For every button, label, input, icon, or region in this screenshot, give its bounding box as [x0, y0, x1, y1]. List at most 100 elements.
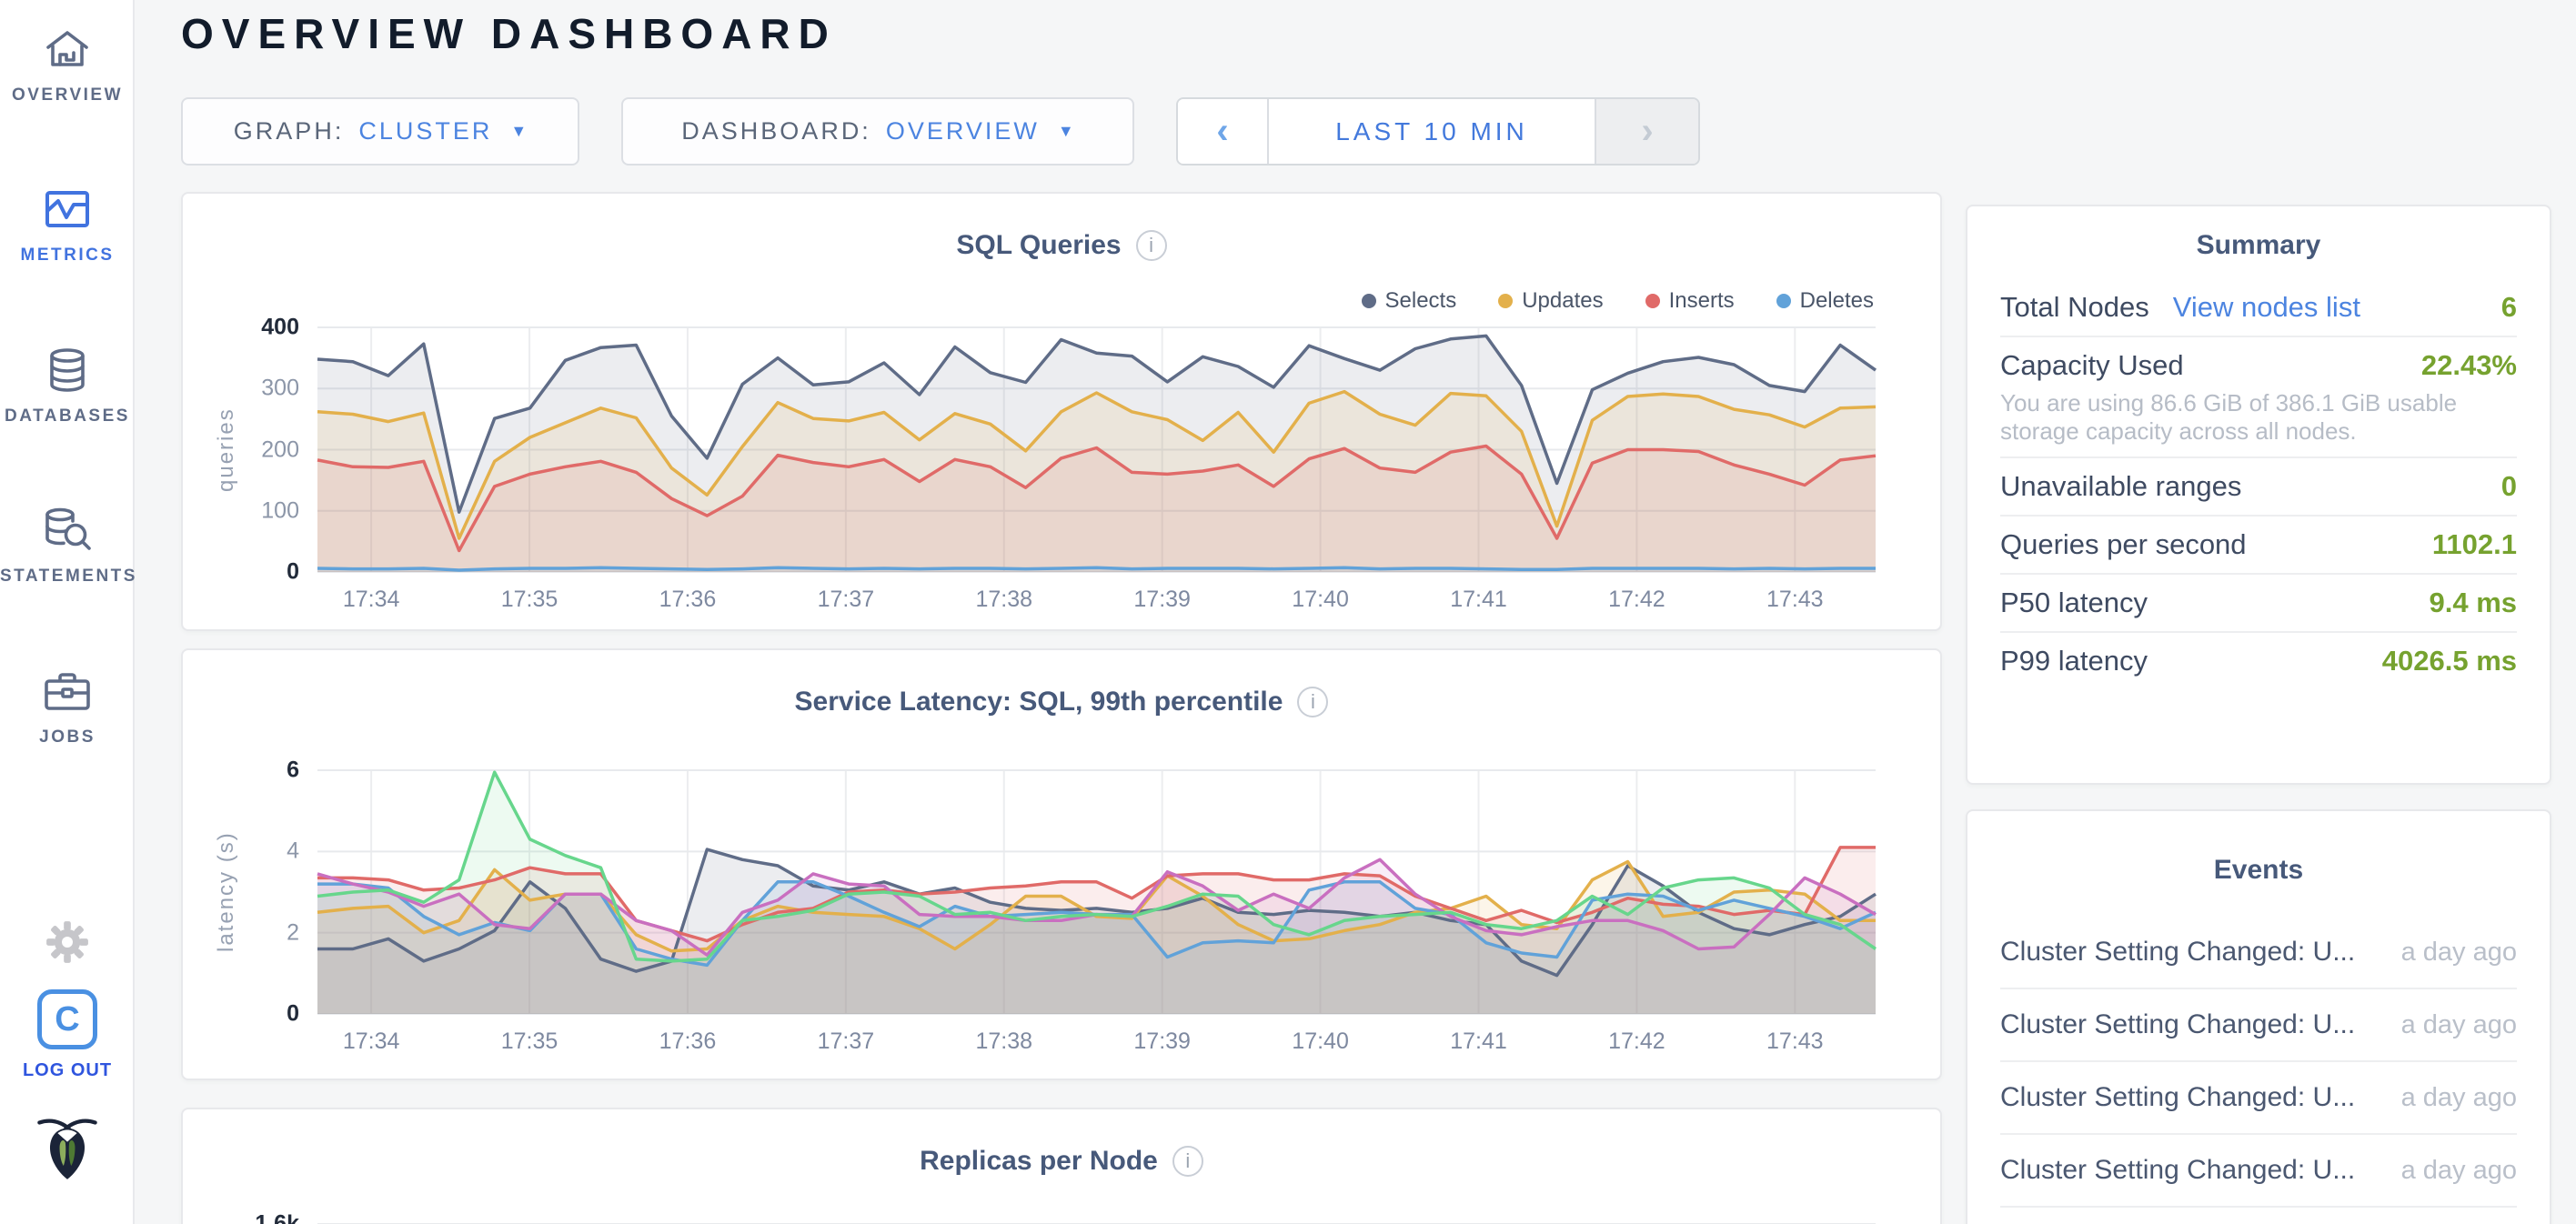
- metrics-icon: [0, 182, 135, 236]
- info-icon[interactable]: i: [1172, 1146, 1203, 1177]
- sidebar-item-overview[interactable]: OVERVIEW: [0, 22, 135, 105]
- event-row[interactable]: Cluster Setting Changed: U...a day ago: [2000, 1060, 2517, 1133]
- cockroachdb-logo[interactable]: [0, 1115, 135, 1182]
- x-tick-label: 17:38: [975, 587, 1033, 612]
- y-axis-label: latency (s): [214, 831, 238, 953]
- y-tick-label: 4: [287, 838, 299, 864]
- x-tick-label: 17:39: [1133, 1028, 1191, 1054]
- x-tick-label: 17:42: [1608, 587, 1665, 612]
- x-tick-label: 17:36: [659, 587, 717, 612]
- x-tick-label: 17:35: [500, 1028, 558, 1054]
- x-tick-label: 17:43: [1766, 587, 1824, 612]
- sidebar-item-jobs[interactable]: JOBS: [0, 664, 135, 747]
- logout-button[interactable]: C LOG OUT: [0, 989, 135, 1081]
- logout-icon: C: [37, 989, 97, 1049]
- x-tick-label: 17:42: [1608, 1028, 1665, 1054]
- legend-item[interactable]: Deletes: [1776, 288, 1874, 314]
- event-row[interactable]: Cluster Setting Changed: U...a day ago: [2000, 1133, 2517, 1206]
- event-time: a day ago: [2400, 1083, 2517, 1112]
- y-tick-label: 200: [261, 436, 299, 462]
- info-icon[interactable]: i: [1297, 687, 1329, 717]
- info-icon[interactable]: i: [1135, 230, 1167, 261]
- x-tick-label: 17:41: [1450, 1028, 1507, 1054]
- chart-canvas: [317, 769, 1877, 1015]
- legend-label: Updates: [1522, 288, 1604, 313]
- sql-queries-chart-card: SQL Queries i Selects Updates Inserts Delet…: [181, 192, 1942, 631]
- total-nodes-label: Total Nodes: [2000, 291, 2149, 323]
- summary-row-qps: Queries per second 1102.1: [2000, 515, 2517, 573]
- sidebar-item-databases[interactable]: DATABASES: [0, 343, 135, 426]
- legend-item[interactable]: Updates: [1498, 288, 1604, 314]
- x-tick-label: 17:38: [975, 1028, 1033, 1054]
- y-tick-label: 2: [287, 919, 299, 946]
- chart-legend: Selects Updates Inserts Deletes: [1361, 288, 1874, 314]
- y-tick-label: 0: [287, 1000, 299, 1027]
- qps-value: 1102.1: [2431, 528, 2517, 561]
- x-tick-label: 17:34: [342, 587, 400, 612]
- dashboard-dropdown-label: DASHBOARD:: [681, 117, 871, 145]
- legend-item[interactable]: Selects: [1361, 288, 1457, 314]
- event-row[interactable]: Cluster Setting Changed: U...a day ago: [2000, 917, 2517, 988]
- legend-item[interactable]: Inserts: [1645, 288, 1735, 314]
- qps-label: Queries per second: [2000, 528, 2247, 561]
- settings-gear-icon[interactable]: [0, 920, 135, 964]
- replicas-per-node-chart-card: Replicas per Node i 1.6k17:3417:3517:361…: [181, 1108, 1942, 1224]
- legend-label: Deletes: [1799, 288, 1874, 313]
- summary-row-total-nodes: Total Nodes View nodes list 6: [2000, 279, 2517, 336]
- view-nodes-list-link[interactable]: View nodes list: [2172, 291, 2360, 323]
- x-tick-label: 17:43: [1766, 1028, 1824, 1054]
- x-tick-label: 17:35: [500, 587, 558, 612]
- capacity-note: You are using 86.6 GiB of 386.1 GiB usab…: [2000, 389, 2458, 445]
- y-tick-label: 0: [287, 558, 299, 585]
- event-row[interactable]: Cluster Setting Changed: U... a day ago: [2000, 988, 2517, 1060]
- p99-latency-value: 4026.5 ms: [2381, 645, 2517, 677]
- event-row[interactable]: Cluster Setting Changed: U...a day ago: [2000, 1206, 2517, 1224]
- y-tick-label: 6: [287, 757, 299, 783]
- chevron-down-icon: ▼: [510, 122, 528, 140]
- service-latency-plot: latency (s) 0 2 4 6 17:34 17:35 17:36 17:37 17:3…: [214, 757, 1877, 1054]
- time-range-next-button[interactable]: ›: [1596, 99, 1698, 164]
- total-nodes-value: 6: [2501, 291, 2517, 323]
- sidebar-item-label: STATEMENTS: [0, 567, 137, 586]
- events-panel: Events Cluster Setting Changed: U... a da…: [1966, 809, 2551, 1224]
- y-tick-label: 300: [261, 375, 299, 401]
- legend-label: Selects: [1384, 288, 1457, 313]
- y-axis-label: queries: [214, 407, 238, 492]
- graph-dropdown[interactable]: GRAPH: CLUSTER ▼: [181, 97, 579, 166]
- p50-latency-label: P50 latency: [2000, 587, 2148, 619]
- event-time: a day ago: [2400, 1010, 2517, 1039]
- graph-dropdown-label: GRAPH:: [233, 117, 345, 145]
- x-tick-label: 17:39: [1133, 587, 1191, 612]
- time-range-value[interactable]: LAST 10 MIN: [1267, 99, 1596, 164]
- service-latency-chart-card: Service Latency: SQL, 99th percentile i …: [181, 648, 1942, 1080]
- y-tick-label: 400: [261, 314, 299, 340]
- events-list: Cluster Setting Changed: U... a day ago Cl…: [2000, 917, 2517, 1224]
- sidebar: OVERVIEW METRICS DATABASES: [0, 0, 135, 1224]
- sidebar-item-statements[interactable]: STATEMENTS: [0, 503, 135, 587]
- logout-label: LOG OUT: [22, 1060, 113, 1080]
- event-time: a day ago: [2400, 1156, 2517, 1185]
- x-tick-label: 17:40: [1292, 587, 1349, 612]
- events-title: Events: [2213, 855, 2304, 885]
- summary-row-p50: P50 latency 9.4 ms: [2000, 573, 2517, 631]
- x-tick-label: 17:37: [817, 587, 875, 612]
- summary-row-p99: P99 latency 4026.5 ms: [2000, 631, 2517, 689]
- chart-title: SQL Queries: [956, 230, 1122, 260]
- chart-canvas: [317, 326, 1877, 573]
- y-tick-label: 1.6k: [255, 1210, 299, 1224]
- sidebar-item-metrics[interactable]: METRICS: [0, 182, 135, 266]
- time-range-prev-button[interactable]: ‹: [1178, 99, 1267, 164]
- legend-dot-icon: [1498, 294, 1514, 308]
- legend-dot-icon: [1776, 294, 1791, 308]
- sql-queries-plot: queries 0 100 200 300 400 17:34 17:35 17:36 17:3…: [214, 315, 1877, 612]
- sidebar-item-label: METRICS: [20, 246, 115, 265]
- sidebar-item-label: OVERVIEW: [11, 85, 124, 105]
- x-tick-label: 17:34: [342, 1028, 400, 1054]
- unavailable-ranges-value: 0: [2501, 470, 2517, 503]
- p99-latency-label: P99 latency: [2000, 645, 2148, 677]
- event-text: Cluster Setting Changed: U...: [2000, 1009, 2356, 1039]
- legend-dot-icon: [1361, 294, 1376, 308]
- home-icon: [0, 22, 135, 76]
- dashboard-dropdown[interactable]: DASHBOARD: OVERVIEW ▼: [621, 97, 1134, 166]
- sidebar-item-label: DATABASES: [5, 406, 130, 426]
